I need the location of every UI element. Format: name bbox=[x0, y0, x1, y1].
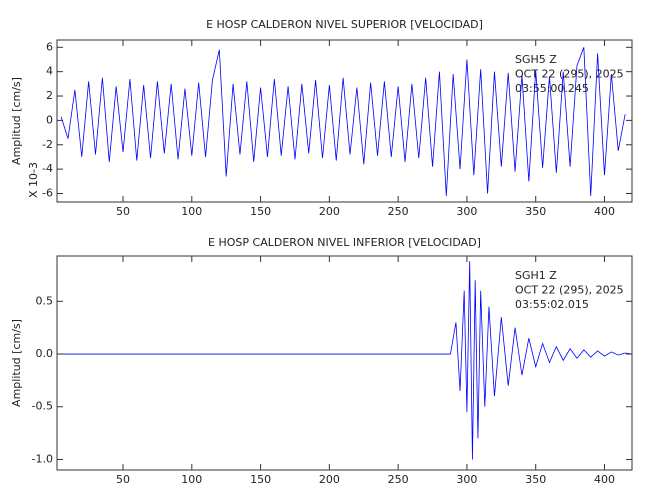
plot-frame bbox=[56, 255, 633, 471]
annotation: SGH5 Z bbox=[515, 53, 557, 66]
x-tick-label: 400 bbox=[594, 473, 615, 486]
x-tick-label: 250 bbox=[388, 205, 409, 218]
y-tick-label: 6 bbox=[46, 40, 53, 53]
x-tick-label: 150 bbox=[250, 205, 271, 218]
y-tick-label: 0.5 bbox=[36, 294, 54, 307]
y-tick-label: 0.0 bbox=[36, 347, 54, 360]
x-tick-label: 100 bbox=[181, 473, 202, 486]
y-axis-label: Amplitud [cm/s] bbox=[10, 77, 23, 165]
x-tick-label: 300 bbox=[456, 205, 477, 218]
x-tick-label: 100 bbox=[181, 205, 202, 218]
x-tick-label: 250 bbox=[388, 473, 409, 486]
y-multiplier-label: X 10-3 bbox=[27, 162, 40, 198]
annotation: SGH1 Z bbox=[515, 269, 557, 282]
y-tick-label: -1.0 bbox=[32, 452, 53, 465]
y-tick-label: 0 bbox=[46, 113, 53, 126]
y-tick-label: 4 bbox=[46, 65, 53, 78]
x-tick-label: 150 bbox=[250, 473, 271, 486]
annotation: 03:55:00.245 bbox=[515, 82, 589, 95]
x-tick-label: 50 bbox=[116, 205, 130, 218]
chart-title: E HOSP CALDERON NIVEL INFERIOR [VELOCIDA… bbox=[208, 236, 481, 249]
plot-frame bbox=[56, 39, 633, 203]
annotation: OCT 22 (295), 2025 bbox=[515, 284, 624, 297]
x-tick-label: 200 bbox=[319, 205, 340, 218]
x-tick-label: 50 bbox=[116, 473, 130, 486]
y-tick-label: -0.5 bbox=[32, 400, 53, 413]
x-tick-label: 400 bbox=[594, 205, 615, 218]
x-tick-label: 350 bbox=[525, 205, 546, 218]
y-axis-label: Amplitud [cm/s] bbox=[10, 319, 23, 407]
annotation: OCT 22 (295), 2025 bbox=[515, 68, 624, 81]
x-tick-label: 200 bbox=[319, 473, 340, 486]
annotation: 03:55:02.015 bbox=[515, 298, 589, 311]
chart-title: E HOSP CALDERON NIVEL SUPERIOR [VELOCIDA… bbox=[206, 18, 483, 31]
waveform bbox=[60, 47, 626, 196]
y-tick-label: -2 bbox=[42, 138, 53, 151]
x-tick-label: 350 bbox=[525, 473, 546, 486]
y-tick-label: -6 bbox=[42, 186, 53, 199]
waveform bbox=[57, 261, 633, 460]
x-tick-label: 300 bbox=[456, 473, 477, 486]
y-tick-label: 2 bbox=[46, 89, 53, 102]
y-tick-label: -4 bbox=[42, 162, 53, 175]
